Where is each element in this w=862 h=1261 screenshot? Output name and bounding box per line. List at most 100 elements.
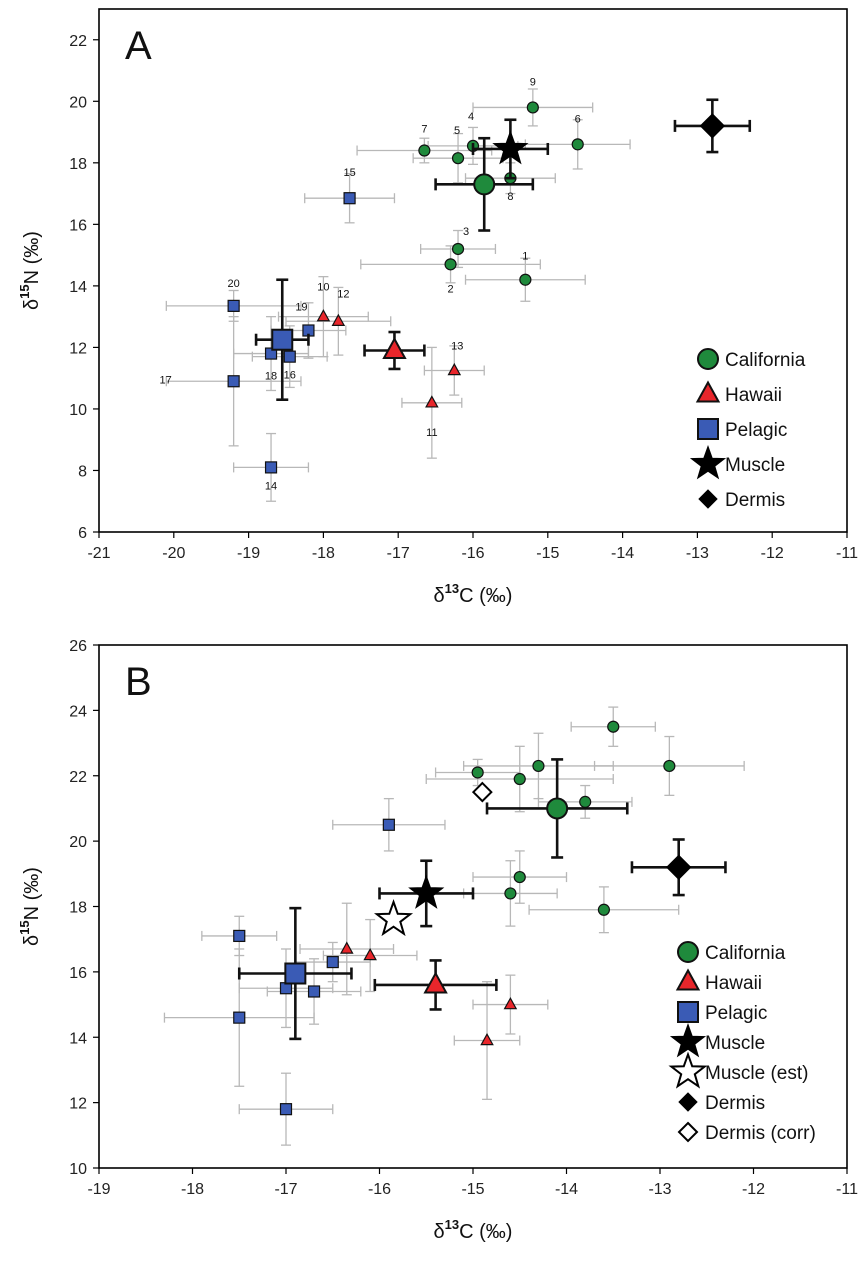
hawaii-point <box>363 947 377 961</box>
point-id-label: 6 <box>575 113 581 125</box>
hawaii-point <box>425 395 439 408</box>
x-tick-label: -11 <box>836 545 858 562</box>
california-point <box>504 887 517 900</box>
y-tick-label: 22 <box>69 33 87 50</box>
legend-marker-muscle <box>689 444 727 480</box>
legend-marker-hawaii <box>675 968 701 991</box>
x-tick-label: -17 <box>274 1181 297 1198</box>
y-axis-label: δ15N (‰) <box>17 231 43 310</box>
y-tick-label: 20 <box>69 834 87 851</box>
dermis-corr-marker <box>471 781 493 803</box>
point-id-label: 19 <box>295 301 307 313</box>
x-tick-label: -15 <box>461 1181 484 1198</box>
y-tick-label: 18 <box>69 156 87 173</box>
hawaii-mean-marker <box>382 336 407 359</box>
x-axis-label: δ13C (‰) <box>434 1217 513 1243</box>
california-mean-marker <box>473 173 496 196</box>
pelagic-point <box>264 347 278 360</box>
hawaii-point <box>339 941 354 954</box>
hawaii-point <box>503 996 518 1010</box>
california-point <box>451 242 465 256</box>
x-tick-label: -14 <box>611 545 634 562</box>
legend-marker-pelagic <box>677 1001 699 1023</box>
california-point <box>513 772 526 786</box>
legend-label: Pelagic <box>705 1003 767 1024</box>
point-id-label: 12 <box>337 288 349 300</box>
point-id-label: 13 <box>451 340 463 352</box>
y-tick-label: 24 <box>69 703 87 720</box>
muscle-point-marker <box>408 874 445 909</box>
pelagic-point <box>343 192 356 205</box>
x-tick-label: -13 <box>648 1181 671 1198</box>
y-tick-label: 10 <box>69 402 87 419</box>
point-id-label: 14 <box>265 480 277 492</box>
y-tick-label: 14 <box>69 279 87 296</box>
legend: California Hawaii Pelagic Muscle Dermis <box>689 348 806 511</box>
x-tick-label: -17 <box>387 545 410 562</box>
legend-marker-muscle <box>669 1022 707 1058</box>
y-tick-label: 6 <box>78 525 87 542</box>
legend-label: Muscle <box>725 455 785 476</box>
california-point <box>526 101 539 114</box>
y-tick-label: 26 <box>69 638 87 655</box>
california-point <box>519 273 532 286</box>
y-tick-label: 10 <box>69 1161 87 1178</box>
pelagic-point <box>227 375 240 388</box>
point-id-label: 16 <box>284 370 296 382</box>
pelagic-point <box>279 1103 293 1116</box>
hawaii-point <box>480 1032 494 1046</box>
y-tick-label: 16 <box>69 217 87 234</box>
panel-letter: B <box>125 660 152 704</box>
panel-a: -21 -20 -19 -18 -17 -16 -15 -14 -13 -12 -116810121… <box>17 8 858 607</box>
california-point <box>597 903 611 916</box>
point-id-label: 18 <box>265 371 277 383</box>
y-tick-label: 12 <box>69 1096 87 1113</box>
point-id-label: 11 <box>426 427 437 439</box>
x-tick-label: -14 <box>555 1181 578 1198</box>
plot-frame <box>98 8 848 533</box>
legend-marker-pelagic <box>697 418 719 440</box>
legend-label: Dermis <box>705 1093 765 1114</box>
y-axis-label: δ15N (‰) <box>17 867 43 946</box>
x-tick-label: -20 <box>162 545 185 562</box>
california-mean-marker <box>546 797 569 820</box>
x-tick-label: -12 <box>742 1181 765 1198</box>
y-tick-label: 8 <box>78 463 87 480</box>
point-id-label: 1 <box>522 251 528 263</box>
hawaii-point <box>316 309 331 322</box>
legend-marker-california <box>677 941 699 963</box>
point-id-label: 8 <box>507 191 513 203</box>
y-tick-label: 14 <box>69 1030 87 1047</box>
plot-frame <box>98 644 848 1169</box>
point-id-label: 10 <box>317 282 329 294</box>
hawaii-point <box>331 313 346 326</box>
pelagic-mean-marker <box>271 328 294 351</box>
point-id-label: 7 <box>421 124 427 136</box>
panel-b: -19 -18 -17 -16 -15 -14 -13 -12 -11 10 12 14 16 18 20 2… <box>17 638 858 1243</box>
point-id-label: 15 <box>343 167 355 179</box>
legend-label: Pelagic <box>725 420 787 441</box>
california-point <box>532 759 545 773</box>
legend-marker-muscle-est- <box>668 1051 708 1089</box>
pelagic-point <box>382 818 395 831</box>
y-tick-label: 16 <box>69 965 87 982</box>
muscle-est-marker <box>374 899 414 937</box>
hawaii-mean-marker <box>423 971 448 994</box>
point-id-label: 20 <box>228 278 240 290</box>
point-id-label: 5 <box>454 125 460 137</box>
y-tick-label: 12 <box>69 340 87 357</box>
legend-label: Muscle <box>705 1033 765 1054</box>
pelagic-point <box>227 299 240 312</box>
california-point <box>663 759 676 773</box>
legend-marker-california <box>697 348 719 370</box>
california-point <box>444 258 457 271</box>
x-tick-label: -11 <box>836 1181 858 1198</box>
legend-marker-dermis <box>698 489 718 509</box>
muscle-point-marker <box>492 129 529 165</box>
legend: California Hawaii Pelagic Muscle Muscle (est… <box>668 941 816 1144</box>
point-id-label: 17 <box>160 374 172 386</box>
x-tick-label: -19 <box>87 1181 110 1198</box>
x-tick-label: -18 <box>181 1181 204 1198</box>
legend-marker-dermis <box>678 1092 698 1112</box>
legend-marker-hawaii <box>695 380 721 403</box>
